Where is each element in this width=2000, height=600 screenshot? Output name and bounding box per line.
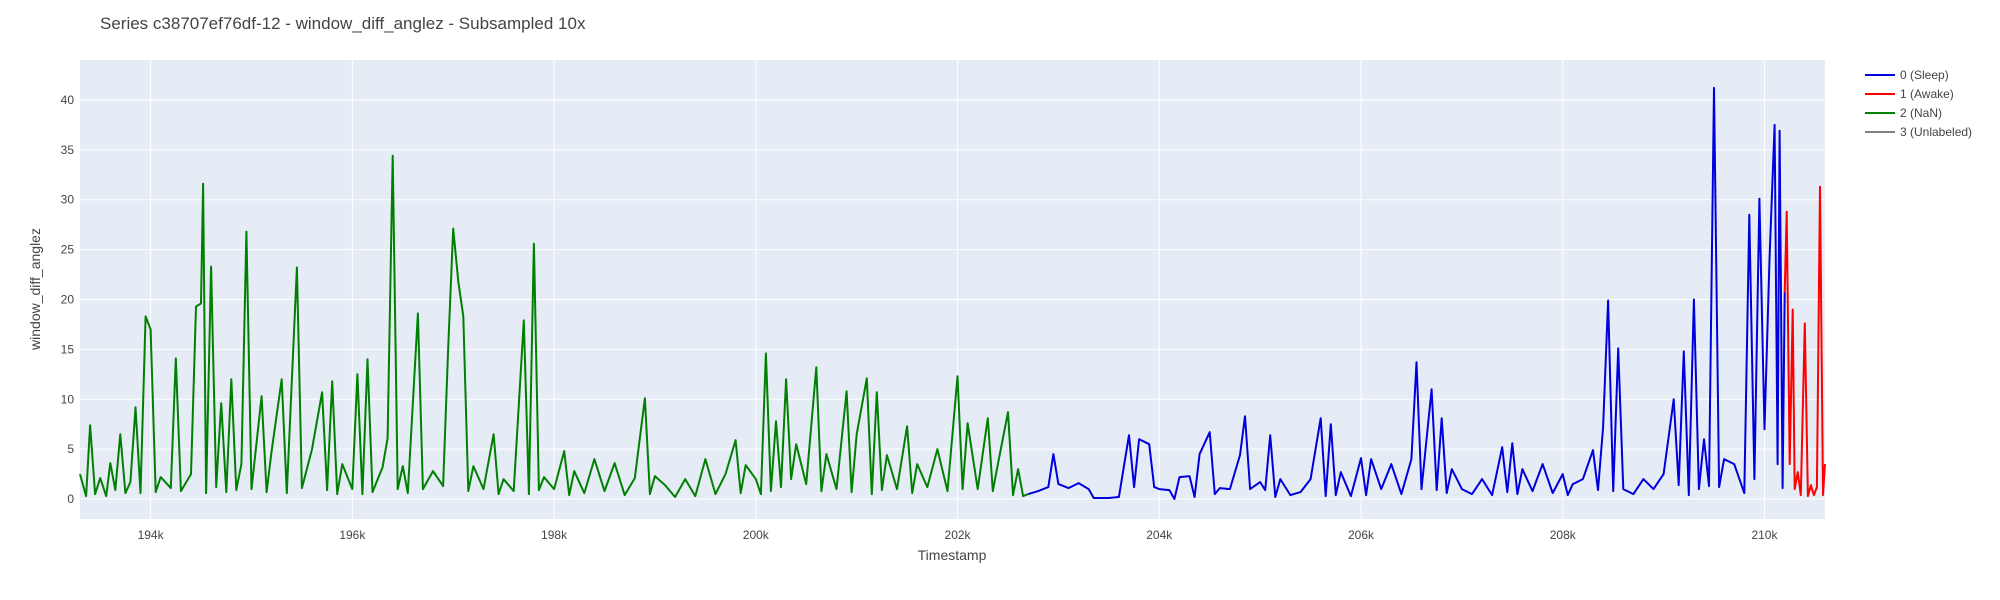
- legend[interactable]: 0 (Sleep) 1 (Awake) 2 (NaN) 3 (Unlabeled): [1865, 68, 1972, 139]
- legend-label: 1 (Awake): [1900, 87, 1954, 101]
- chart-title: Series c38707ef76df-12 - window_diff_ang…: [100, 14, 586, 33]
- legend-item[interactable]: 2 (NaN): [1865, 106, 1942, 120]
- y-tick-label: 40: [61, 93, 75, 107]
- y-axis-title: window_diff_anglez: [27, 228, 43, 351]
- x-tick-label: 194k: [138, 528, 165, 542]
- y-tick-label: 5: [67, 442, 74, 456]
- y-tick-label: 30: [61, 193, 75, 207]
- series-line: [79, 154, 1029, 498]
- y-tick-label: 0: [67, 492, 74, 506]
- series-line: [1783, 185, 1826, 498]
- x-tick-label: 198k: [541, 528, 568, 542]
- series-lines: [79, 86, 1826, 500]
- grid: [80, 60, 1825, 519]
- legend-label: 2 (NaN): [1900, 106, 1942, 120]
- x-tick-label: 210k: [1751, 528, 1778, 542]
- x-tick-label: 208k: [1550, 528, 1577, 542]
- legend-item[interactable]: 1 (Awake): [1865, 87, 1954, 101]
- x-tick-label: 202k: [945, 528, 972, 542]
- plot-area: [80, 60, 1825, 519]
- x-tick-label: 204k: [1146, 528, 1173, 542]
- y-tick-label: 10: [61, 392, 75, 406]
- y-tick-label: 25: [61, 243, 75, 257]
- x-tick-label: 196k: [339, 528, 366, 542]
- legend-label: 3 (Unlabeled): [1900, 125, 1972, 139]
- legend-label: 0 (Sleep): [1900, 68, 1949, 82]
- legend-item[interactable]: 0 (Sleep): [1865, 68, 1949, 82]
- tick-labels: 0 5 10 15 20 25 30 35 40 194k 196k 198k 200k 202k 204k…: [61, 93, 1779, 542]
- x-axis-title: Timestamp: [918, 547, 987, 563]
- legend-item[interactable]: 3 (Unlabeled): [1865, 125, 1972, 139]
- y-tick-label: 20: [61, 292, 75, 306]
- x-tick-label: 200k: [743, 528, 770, 542]
- y-tick-label: 15: [61, 342, 75, 356]
- series-line: [1027, 86, 1786, 500]
- x-tick-label: 206k: [1348, 528, 1375, 542]
- y-tick-label: 35: [61, 143, 75, 157]
